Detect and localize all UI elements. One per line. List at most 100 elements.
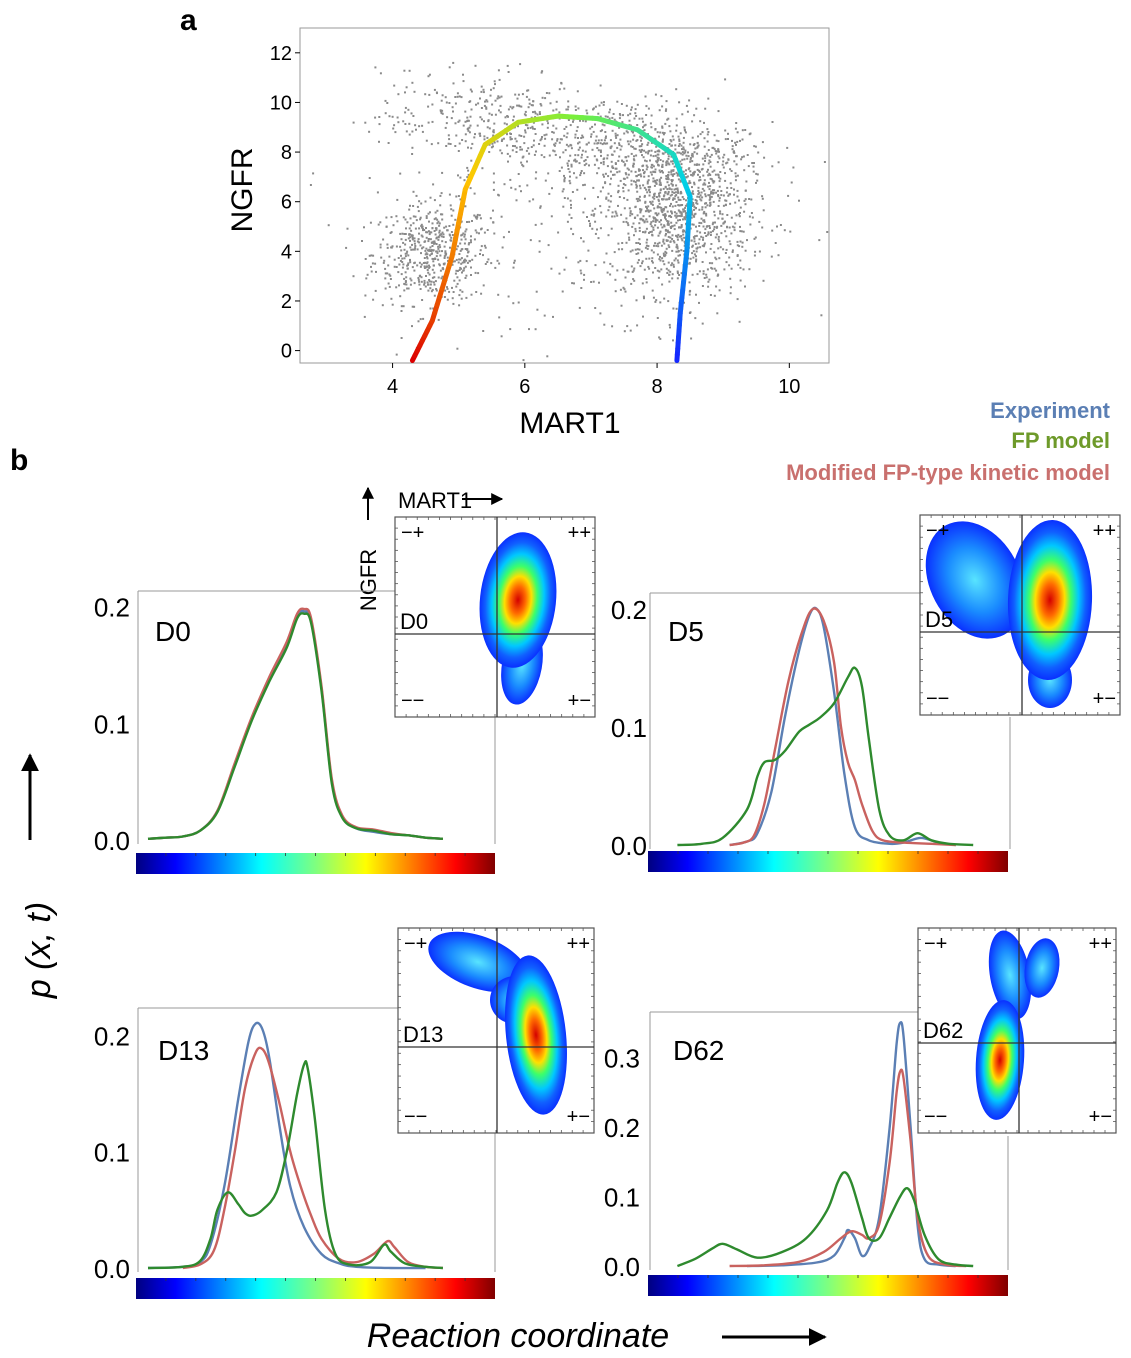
scatter-point [409, 224, 412, 227]
scatter-point [636, 124, 639, 126]
scatter-point [466, 120, 469, 123]
scatter-point [666, 229, 668, 232]
scatter-point [570, 217, 573, 219]
scatter-point [399, 259, 402, 262]
scatter-point [404, 111, 407, 114]
scatter-point [547, 172, 550, 175]
scatter-point [618, 170, 621, 173]
scatter-point [667, 300, 670, 303]
scatter-point [546, 119, 549, 122]
scatter-point [679, 132, 682, 135]
scatter-point [715, 285, 718, 288]
scatter-point [448, 66, 451, 69]
scatter-point [434, 280, 437, 283]
scatter-point [638, 222, 641, 225]
scatter-point [622, 177, 625, 180]
scatter-point [438, 250, 441, 253]
scatter-point [419, 216, 422, 219]
scatter-point [494, 266, 497, 269]
scatter-point [641, 148, 643, 151]
scatter-point [591, 209, 594, 212]
scatter-point [577, 261, 580, 264]
scatter-point [698, 225, 701, 227]
scatter-point [733, 193, 735, 196]
scatter-point [693, 163, 696, 166]
scatter-point [590, 213, 593, 216]
scatter-point [655, 145, 658, 148]
scatter-point [679, 235, 681, 238]
scatter-point [605, 196, 608, 199]
scatter-point [387, 142, 390, 144]
scatter-point [411, 146, 414, 149]
scatter-point [399, 232, 402, 235]
scatter-point [384, 272, 387, 275]
scatter-point [395, 215, 398, 218]
scatter-point [509, 178, 512, 181]
scatter-point [484, 100, 486, 103]
scatter-point [440, 233, 443, 236]
scatter-point [739, 266, 742, 269]
scatter-point [422, 227, 424, 230]
scatter-point [642, 215, 645, 218]
scatter-point [707, 185, 710, 188]
scatter-point [372, 254, 375, 257]
scatter-point [570, 163, 573, 166]
scatter-point [664, 250, 667, 253]
scatter-point [433, 240, 436, 243]
scatter-point [404, 281, 407, 283]
scatter-point [604, 172, 607, 175]
scatter-point [693, 208, 695, 211]
scatter-point [744, 198, 747, 201]
scatter-point [412, 222, 415, 225]
scatter-point [616, 214, 619, 217]
scatter-point [427, 212, 430, 215]
scatter-point [630, 152, 633, 155]
scatter-point [662, 160, 665, 163]
scatter-point [466, 176, 469, 179]
scatter-point [407, 108, 410, 111]
scatter-point [405, 276, 408, 279]
scatter-point [742, 268, 745, 271]
scatter-point [731, 249, 734, 252]
scatter-point [421, 247, 423, 250]
scatter-point [520, 161, 523, 164]
inset-x-label: MART1 [398, 488, 472, 513]
scatter-point [449, 239, 452, 242]
scatter-point [748, 268, 751, 271]
scatter-point [701, 244, 704, 247]
scatter-point [693, 181, 696, 184]
scatter-point [685, 214, 688, 217]
scatter-point [711, 179, 714, 182]
scatter-point [592, 186, 595, 189]
scatter-point [479, 249, 482, 252]
scatter-point [389, 274, 392, 277]
scatter-point [451, 234, 454, 236]
scatter-point [463, 267, 466, 270]
scatter-y-tick-label: 10 [270, 92, 292, 114]
scatter-point [666, 210, 669, 213]
scatter-point [535, 290, 538, 293]
scatter-point [701, 196, 704, 199]
scatter-point [438, 222, 441, 225]
scatter-point [622, 190, 625, 193]
scatter-point [467, 146, 469, 149]
scatter-point [528, 328, 530, 331]
scatter-point [438, 244, 441, 246]
scatter-point [643, 195, 646, 198]
scatter-point [749, 223, 752, 226]
scatter-point [663, 224, 666, 227]
scatter-point [379, 243, 382, 246]
scatter-point [637, 242, 640, 244]
scatter-point [458, 142, 461, 145]
scatter-point [701, 285, 704, 287]
scatter-point [582, 119, 585, 122]
scatter-point [534, 133, 537, 135]
scatter-point [739, 259, 742, 262]
scatter-point [544, 179, 547, 182]
scatter-point [369, 221, 372, 224]
scatter-point [668, 125, 671, 128]
scatter-point [614, 290, 617, 293]
scatter-point [496, 97, 499, 100]
scatter-point [629, 212, 632, 215]
scatter-point [580, 237, 582, 240]
